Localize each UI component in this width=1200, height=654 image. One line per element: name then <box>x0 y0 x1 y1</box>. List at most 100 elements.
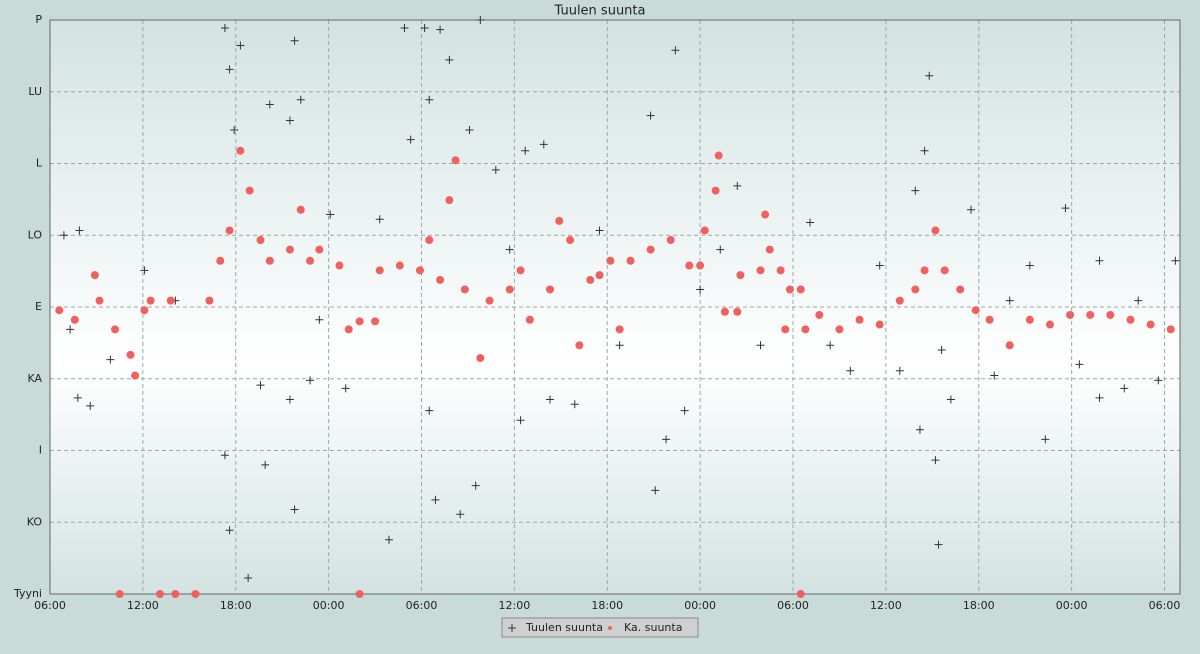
data-point <box>66 325 75 334</box>
data-point <box>296 205 305 214</box>
data-point <box>344 325 353 334</box>
data-point <box>733 307 742 316</box>
data-point <box>140 306 149 315</box>
data-point <box>521 146 530 155</box>
data-point <box>765 245 774 254</box>
data-point <box>806 218 815 227</box>
data-point <box>220 23 229 32</box>
data-point <box>1120 384 1129 393</box>
data-point <box>341 384 350 393</box>
y-tick-label: L <box>36 157 43 170</box>
data-point <box>406 135 415 144</box>
data-point <box>911 186 920 195</box>
data-point <box>920 266 929 275</box>
data-point <box>1171 256 1180 265</box>
legend-label: Tuulen suunta <box>525 621 603 634</box>
data-point <box>733 181 742 190</box>
data-point <box>285 395 294 404</box>
x-tick-label: 00:00 <box>684 599 716 612</box>
data-point <box>375 266 384 275</box>
data-point <box>545 395 554 404</box>
data-point <box>931 226 940 235</box>
data-point <box>855 315 864 324</box>
data-point <box>1075 360 1084 369</box>
data-point <box>75 226 84 235</box>
data-point <box>1134 296 1143 305</box>
data-point <box>714 151 723 160</box>
x-tick-label: 06:00 <box>34 599 66 612</box>
data-point <box>606 256 615 265</box>
data-point <box>236 146 245 155</box>
data-point <box>296 95 305 104</box>
data-point <box>615 341 624 350</box>
data-point <box>785 285 794 294</box>
data-point <box>826 341 835 350</box>
data-point <box>220 451 229 460</box>
data-point <box>736 271 745 280</box>
data-point <box>285 245 294 254</box>
data-point <box>456 510 465 519</box>
data-point <box>796 590 805 598</box>
data-point <box>875 320 884 329</box>
data-point <box>971 306 980 315</box>
legend-marker <box>608 626 612 630</box>
data-point <box>400 23 409 32</box>
data-point <box>720 307 729 316</box>
data-point <box>216 256 225 265</box>
data-point <box>586 275 595 284</box>
data-point <box>985 315 994 324</box>
data-point <box>256 236 265 245</box>
data-point <box>920 146 929 155</box>
data-point <box>761 210 770 219</box>
data-point <box>90 271 99 280</box>
data-point <box>371 317 380 326</box>
data-point <box>646 245 655 254</box>
data-point <box>115 590 124 598</box>
data-point <box>796 285 805 294</box>
data-point <box>545 285 554 294</box>
data-point <box>155 590 164 598</box>
data-point <box>111 325 120 334</box>
data-point <box>445 55 454 64</box>
data-point <box>431 495 440 504</box>
data-point <box>756 266 765 275</box>
data-point <box>595 226 604 235</box>
data-point <box>131 371 140 380</box>
data-point <box>1154 376 1163 385</box>
data-point <box>946 395 955 404</box>
x-tick-label: 12:00 <box>870 599 902 612</box>
data-point <box>476 16 485 24</box>
data-point <box>846 366 855 375</box>
data-point <box>236 41 245 50</box>
data-point <box>290 36 299 45</box>
data-point <box>225 226 234 235</box>
y-tick-label: I <box>39 444 42 457</box>
data-point <box>1041 435 1050 444</box>
data-point <box>570 400 579 409</box>
data-point <box>915 425 924 434</box>
x-tick-label: 06:00 <box>406 599 438 612</box>
data-point <box>781 325 790 334</box>
data-point <box>106 355 115 364</box>
data-point <box>566 236 575 245</box>
data-point <box>1005 341 1014 350</box>
data-point <box>225 526 234 535</box>
y-tick-label: E <box>35 300 42 313</box>
legend-box <box>501 617 699 638</box>
data-point <box>696 285 705 294</box>
data-point <box>835 325 844 334</box>
data-point <box>815 310 824 319</box>
legend-label: Ka. suunta <box>624 621 682 634</box>
data-point <box>465 126 474 135</box>
data-point <box>711 186 720 195</box>
data-point <box>1095 393 1104 402</box>
data-point <box>516 416 525 425</box>
data-point <box>59 231 68 240</box>
data-point <box>146 296 155 305</box>
data-point <box>875 261 884 270</box>
data-point <box>516 266 525 275</box>
data-point <box>244 574 253 583</box>
data-point <box>911 285 920 294</box>
data-point <box>306 256 315 265</box>
